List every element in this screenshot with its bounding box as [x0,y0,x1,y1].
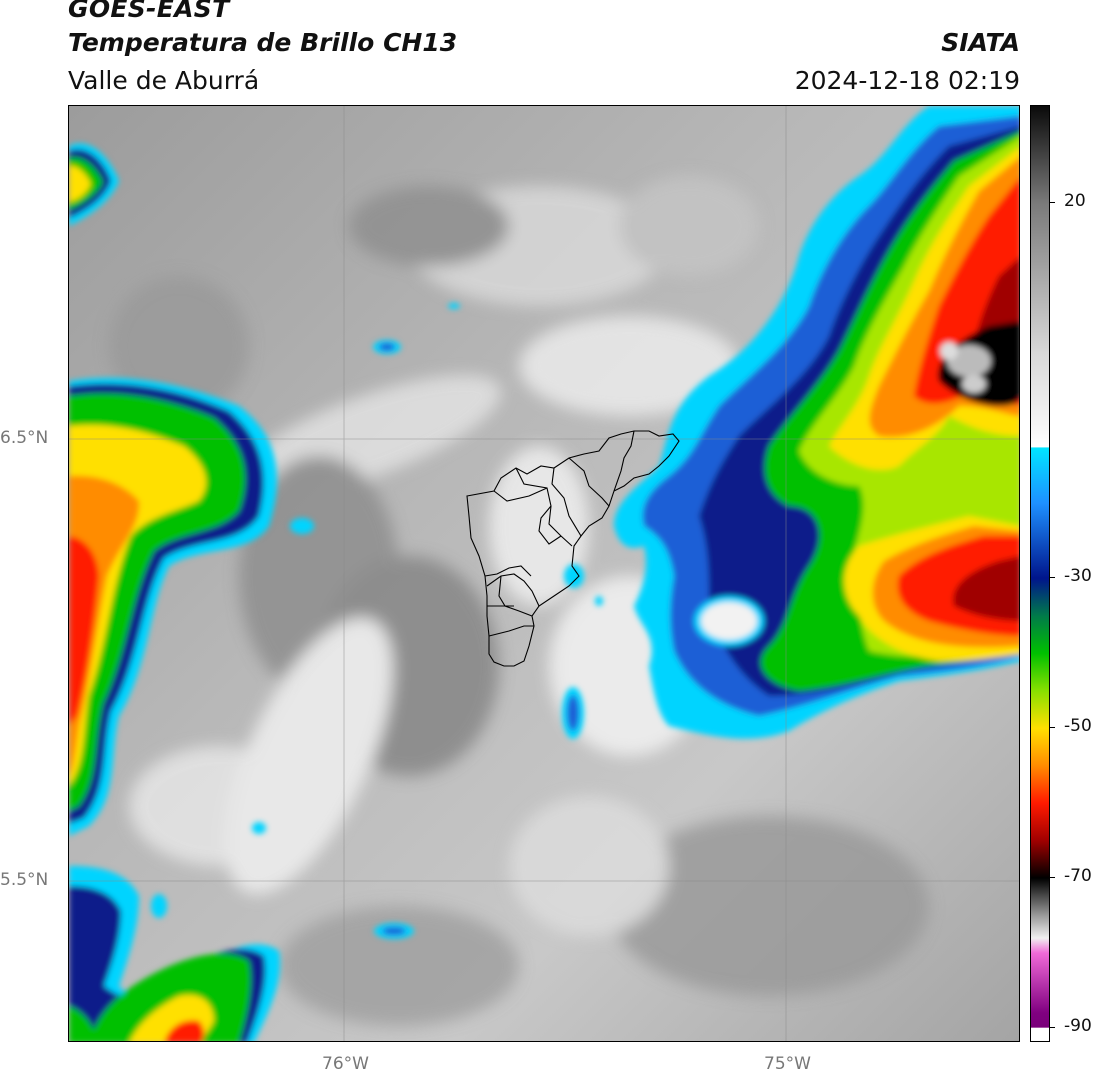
temperature-colorbar [1030,105,1050,1042]
east-storm [614,106,1019,739]
colorbar-tick [1050,577,1055,579]
colorbar-tick-label: -30 [1064,566,1092,587]
colorbar-tick-label: -70 [1064,866,1092,887]
colorbar-gradient [1031,106,1049,1041]
title-datetime: 2024-12-18 02:19 [794,66,1020,95]
title-satellite: GOES-EAST [68,0,230,23]
map-gridlines [69,106,1019,1041]
municipality-boundaries [466,430,680,667]
west-storm [69,143,280,1041]
colorbar-tick [1050,1027,1055,1028]
small-cells [151,303,603,939]
colorbar-tick-label: -50 [1064,716,1092,737]
lon-label-76w: 76°W [322,1054,369,1074]
colorbar-tick [1050,727,1055,729]
lat-label-5-5: 5.5°N [0,870,49,890]
title-product: Temperatura de Brillo CH13 [68,28,458,57]
satellite-map[interactable] [68,105,1020,1042]
title-organization: SIATA [941,28,1020,57]
colorbar-tick-label: 20 [1064,191,1086,212]
colorbar-tick [1050,877,1055,879]
title-region: Valle de Aburrá [68,66,260,95]
colorbar-tick [1050,202,1055,204]
map-svg [69,106,1019,1041]
lon-label-75w: 75°W [764,1054,811,1074]
colorbar-tick-label: -90 [1064,1016,1092,1036]
colorbar-fill [1031,106,1049,1041]
lat-label-6-5: 6.5°N [0,428,49,448]
